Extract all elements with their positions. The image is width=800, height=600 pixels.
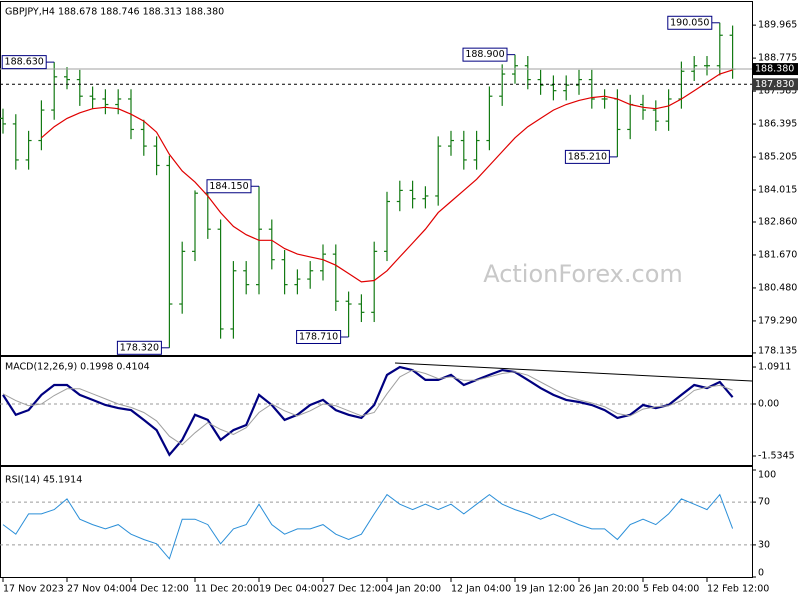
- price-label: 188.380: [755, 64, 794, 75]
- annotation-label: 184.150: [209, 181, 248, 192]
- annotation-box: [1, 55, 47, 70]
- indicator-line: [2, 493, 734, 560]
- y-tick-label: 179.290: [758, 315, 797, 326]
- annotation-box: [564, 149, 610, 164]
- y-tick-label: 184.015: [758, 184, 797, 195]
- panel-title: MACD(12,26,9) 0.1998 0.4104: [5, 362, 150, 373]
- annotation-box: [667, 15, 713, 30]
- x-tick-label: 12 Feb 12:00: [707, 584, 769, 595]
- price-panel-frame: [0, 1, 753, 356]
- annotation-label: 185.210: [568, 151, 607, 162]
- y-tick-label: 70: [758, 497, 770, 508]
- price-label: 187.830: [755, 79, 794, 90]
- y-tick-label: 181.670: [758, 249, 797, 260]
- y-tick-label: 0: [758, 568, 764, 579]
- macd-trend-line: [394, 362, 753, 382]
- annotation-box: [206, 179, 252, 194]
- y-tick-label: 189.965: [758, 20, 797, 31]
- y-tick-label: 0.00: [758, 399, 779, 410]
- y-tick-label: 187.585: [758, 86, 797, 97]
- x-tick-label: 11 Dec 20:00: [195, 584, 259, 595]
- y-tick-label: 185.205: [758, 152, 797, 163]
- annotation-box: [462, 47, 508, 62]
- y-tick-label: 178.135: [758, 346, 797, 357]
- x-tick-label: 17 Nov 2023: [3, 584, 64, 595]
- panel-title: GBPJPY,H4 188.678 188.746 188.313 188.38…: [5, 7, 224, 18]
- x-tick-label: 19 Jan 12:00: [515, 584, 575, 595]
- x-tick-label: 4 Dec 12:00: [131, 584, 189, 595]
- y-tick-label: 180.480: [758, 282, 797, 293]
- macd-panel-frame: [0, 356, 753, 466]
- y-tick-label: 30: [758, 539, 770, 550]
- x-tick-label: 4 Jan 20:00: [387, 584, 441, 595]
- annotation-label: 178.710: [299, 331, 338, 342]
- price-label-box: [752, 78, 798, 91]
- y-tick-label: 100: [758, 470, 776, 481]
- x-tick-label: 26 Jan 20:00: [579, 584, 639, 595]
- x-tick-label: 12 Jan 04:00: [451, 584, 511, 595]
- annotation-label: 188.900: [465, 49, 504, 60]
- indicator-line: [2, 369, 733, 446]
- annotation-box: [296, 329, 342, 344]
- annotation-label: 190.050: [670, 17, 709, 28]
- moving-average: [41, 69, 733, 283]
- y-tick-label: 182.860: [758, 217, 797, 228]
- annotation-label: 188.630: [5, 57, 44, 68]
- x-tick-label: 27 Nov 04:00: [67, 584, 131, 595]
- watermark: ActionForex.com: [483, 260, 683, 288]
- annotation-box: [116, 340, 162, 355]
- y-tick-label: 1.0911: [758, 362, 791, 373]
- annotation-label: 178.320: [120, 342, 159, 353]
- y-tick-label: -1.5345: [758, 451, 795, 462]
- y-tick-label: 186.395: [758, 119, 797, 130]
- price-label-box: [752, 63, 798, 76]
- x-tick-label: 19 Dec 04:00: [259, 584, 323, 595]
- x-tick-label: 27 Dec 12:00: [323, 584, 387, 595]
- indicator-line: [2, 365, 734, 457]
- x-tick-label: 5 Feb 04:00: [643, 584, 699, 595]
- rsi-panel-frame: [0, 466, 753, 578]
- panel-title: RSI(14) 45.1914: [5, 475, 82, 486]
- y-tick-label: 188.775: [758, 53, 797, 64]
